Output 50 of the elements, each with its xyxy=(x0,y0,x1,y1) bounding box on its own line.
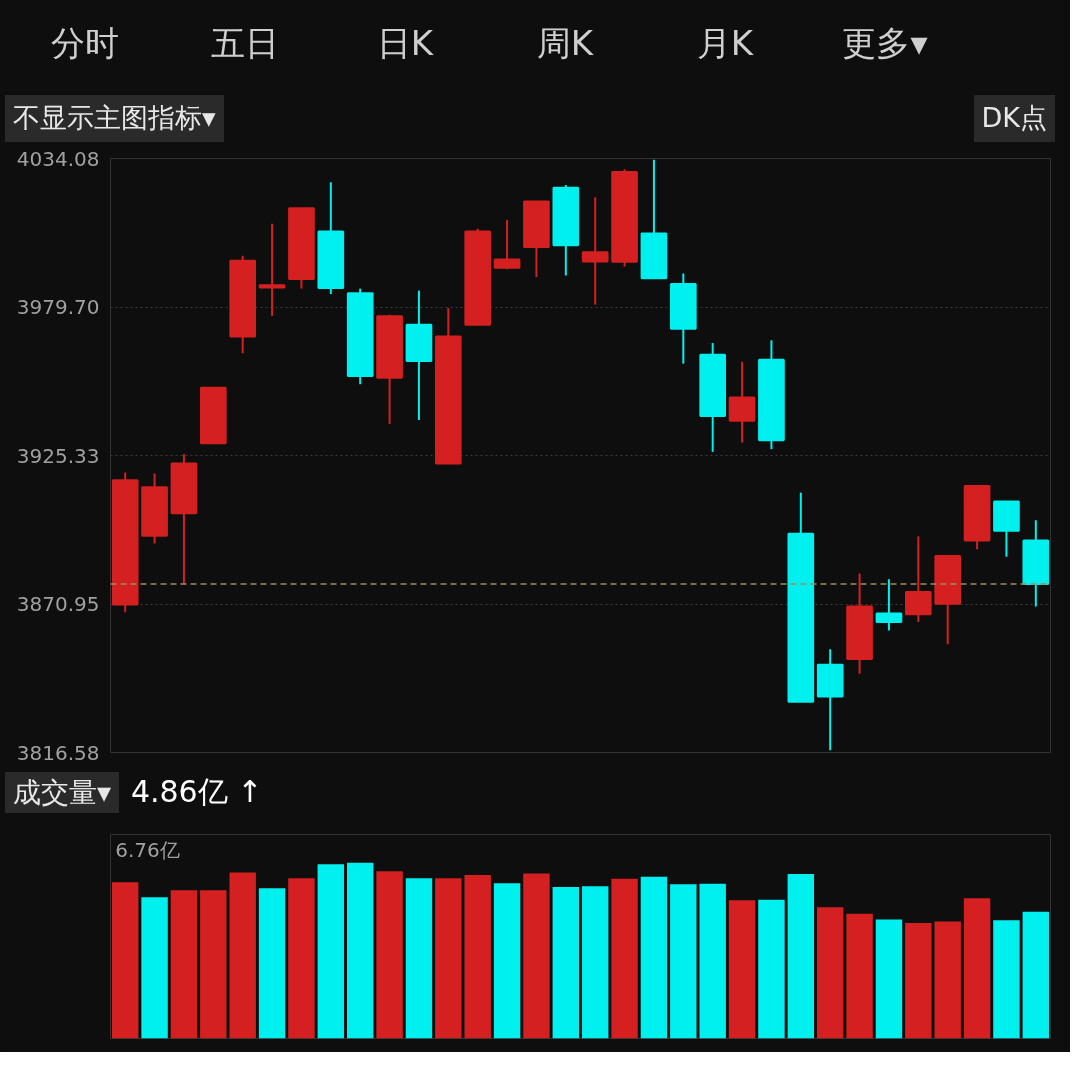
bar xyxy=(758,899,785,1039)
chart-title: 成交量▾ xyxy=(5,772,120,813)
bar xyxy=(288,878,315,1039)
bar xyxy=(963,898,991,1039)
bar xyxy=(905,922,932,1039)
bar xyxy=(875,919,903,1039)
bar xyxy=(934,921,961,1039)
bar xyxy=(464,875,491,1039)
bar xyxy=(435,878,462,1039)
y-tick-label: 3979.70 xyxy=(16,295,100,320)
bar xyxy=(317,864,345,1039)
text: 不显示主图指标▾ xyxy=(5,95,224,142)
bar xyxy=(728,900,756,1039)
y-tick-label: 4034.08 xyxy=(16,146,100,171)
bar xyxy=(552,887,580,1039)
y-tick-label: 3925.33 xyxy=(16,443,100,468)
bar xyxy=(523,873,550,1039)
bar xyxy=(493,883,521,1039)
bar xyxy=(670,884,697,1039)
bar xyxy=(787,874,815,1039)
bar xyxy=(141,897,168,1039)
bar xyxy=(258,888,286,1039)
bar xyxy=(1022,911,1050,1039)
text: 更多▾ xyxy=(841,22,929,65)
text: 月K xyxy=(695,22,755,65)
text: 4.86亿 ↑ xyxy=(130,774,263,809)
y-tick-label: 3816.58 xyxy=(16,740,100,765)
bar xyxy=(640,876,668,1039)
bar xyxy=(376,871,403,1039)
bar xyxy=(346,862,374,1039)
bar xyxy=(699,883,726,1039)
candlestick xyxy=(258,222,286,317)
bar xyxy=(993,920,1020,1039)
text: 6.76亿 xyxy=(115,837,180,862)
bar xyxy=(229,872,256,1039)
bar xyxy=(846,913,873,1039)
bar xyxy=(611,878,638,1039)
text: 周K xyxy=(535,22,595,65)
bar xyxy=(581,886,609,1039)
bar xyxy=(405,878,433,1039)
bar xyxy=(200,890,227,1039)
bar xyxy=(816,907,844,1039)
candlestick xyxy=(581,196,609,306)
text: 五日 xyxy=(210,22,280,65)
text: 分时 xyxy=(50,22,120,65)
bar xyxy=(111,882,139,1039)
text: DK点 xyxy=(973,95,1055,142)
bar xyxy=(170,890,198,1039)
y-tick-label: 3870.95 xyxy=(16,592,100,617)
text: 日K xyxy=(375,22,435,65)
